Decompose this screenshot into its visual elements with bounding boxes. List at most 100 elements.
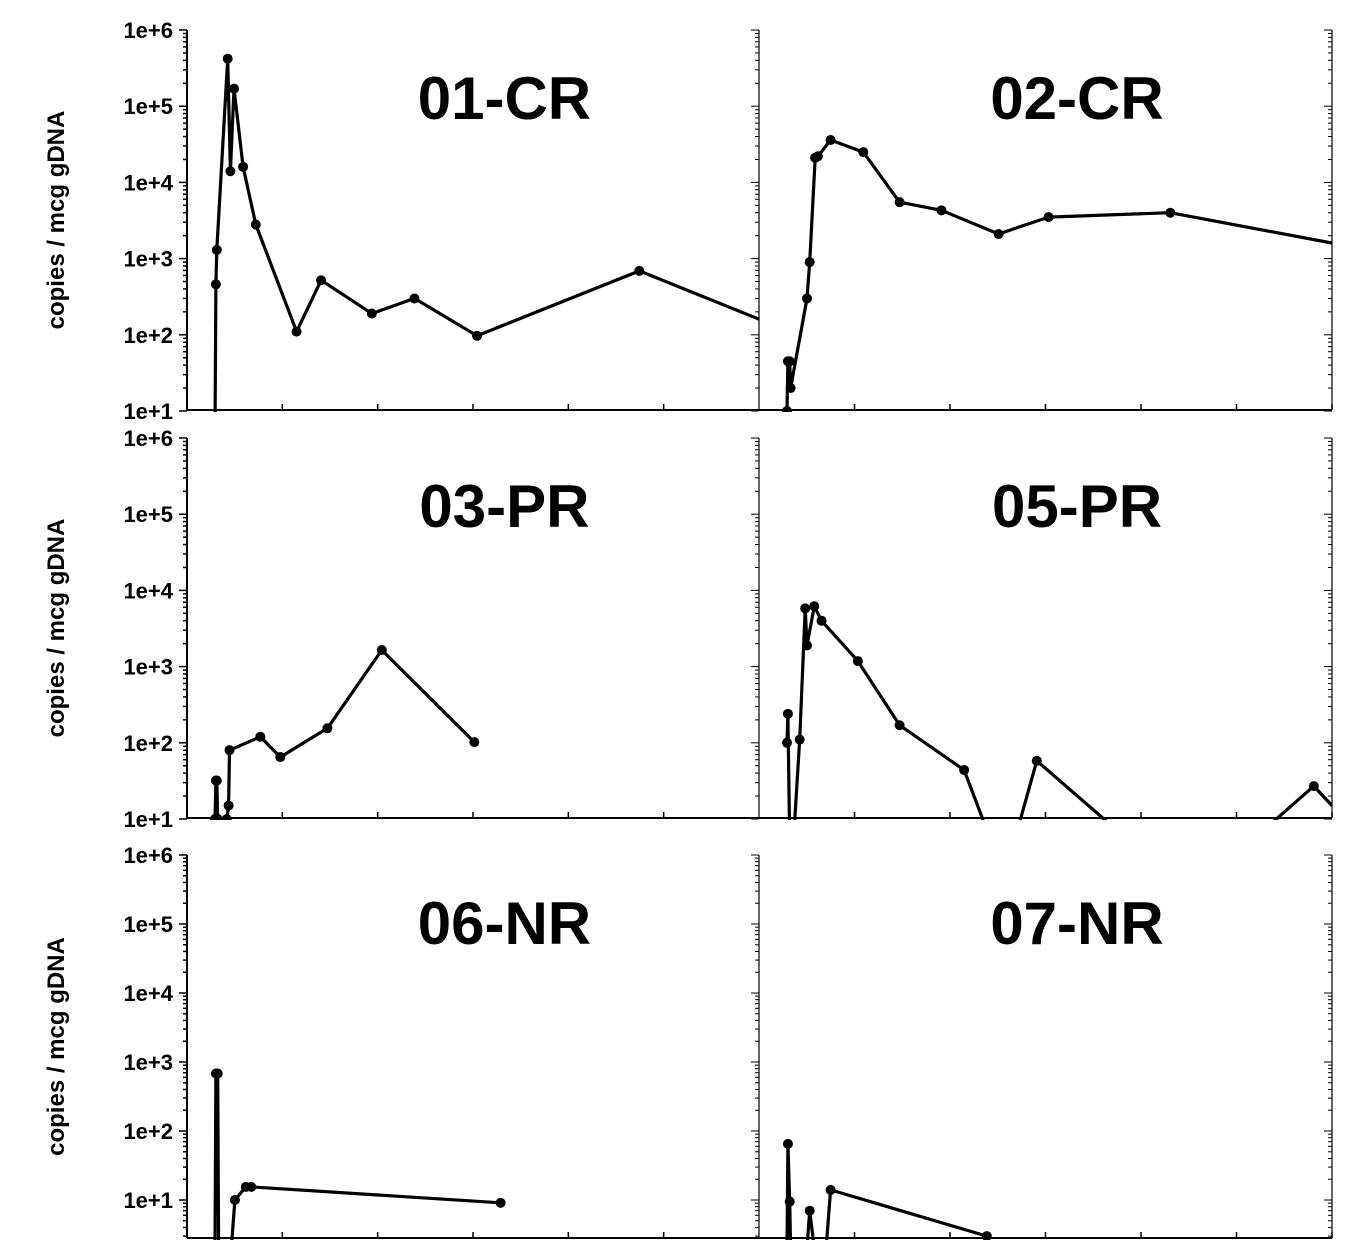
data-point (212, 1068, 223, 1079)
data-point (804, 1205, 815, 1216)
y-tick-label: 1e+1 (123, 1188, 173, 1213)
data-point (469, 737, 480, 748)
panel-03-pr: 1e+1 1e+2 1e+3 1e+4 1e+5 1e+6 copies / mcg gDN… (43, 426, 760, 832)
data-point (794, 734, 805, 745)
data-point (225, 166, 236, 177)
data-point (825, 135, 836, 146)
data-point (785, 383, 796, 394)
y-tick-label: 1e+6 (123, 426, 173, 451)
data-point (784, 1196, 795, 1207)
data-point (825, 1184, 836, 1195)
y-tick-label: 1e+6 (123, 843, 173, 868)
data-point (1308, 781, 1319, 792)
series-line (213, 1071, 501, 1240)
y-tick-label: 1e+2 (123, 1119, 173, 1144)
data-point (858, 147, 869, 158)
series-07-nr (782, 1138, 992, 1240)
data-point (316, 275, 327, 286)
data-point (784, 356, 795, 367)
data-point (472, 330, 483, 341)
y-axis-label: copies / mcg gDNA (43, 937, 70, 1156)
data-point (211, 775, 222, 786)
data-point (852, 656, 863, 667)
data-point (366, 308, 377, 319)
y-tick-label: 1e+4 (123, 981, 173, 1006)
data-point (894, 197, 905, 208)
data-point (223, 800, 234, 811)
data-point (238, 161, 249, 172)
data-point (409, 293, 420, 304)
data-point (224, 745, 235, 756)
y-tick-label: 1e+4 (123, 170, 173, 195)
series-05-pr (782, 601, 1332, 820)
y-axis-label: copies / mcg gDNA (43, 111, 70, 330)
panel-01-cr: 1e+1 1e+2 1e+3 1e+4 1e+5 1e+6 copies / mcg gDN… (43, 18, 760, 424)
data-point (229, 83, 240, 94)
y-tick-label: 1e+5 (123, 502, 173, 527)
series-01-cr (210, 53, 759, 412)
series-02-cr (782, 135, 1332, 412)
data-point (495, 1197, 506, 1208)
y-tick-label: 1e+5 (123, 94, 173, 119)
series-line (785, 604, 1332, 820)
data-point (812, 151, 823, 162)
data-point (801, 293, 812, 304)
series-line (213, 648, 476, 820)
data-point (894, 720, 905, 731)
panel-02-cr: 02-CR (759, 29, 1333, 412)
data-point (634, 265, 645, 276)
panel-06-nr: 1e+1 1e+2 1e+3 1e+4 1e+5 1e+6 copies / mcg gDN… (43, 843, 760, 1240)
data-point (782, 737, 792, 748)
data-point (816, 615, 827, 626)
data-point (250, 219, 261, 230)
data-point (800, 603, 811, 614)
y-tick-label: 1e+2 (123, 731, 173, 756)
panel-07-nr: 07-NR (759, 854, 1333, 1240)
data-point (1043, 212, 1054, 223)
data-point (376, 645, 387, 656)
series-line (785, 1142, 988, 1240)
data-point (782, 406, 792, 412)
data-point (1031, 755, 1042, 766)
panel-title: 02-CR (990, 65, 1163, 132)
series-03-pr (210, 645, 480, 820)
y-tick-label: 1e+2 (123, 323, 173, 348)
data-point (229, 1195, 240, 1205)
data-point (322, 723, 333, 734)
data-point (981, 1231, 992, 1240)
panel-title: 06-NR (418, 890, 591, 957)
data-point (275, 752, 286, 763)
y-tick-label: 1e+1 (123, 399, 173, 424)
panel-05-pr: 05-PR (759, 437, 1333, 820)
y-tick-label: 1e+3 (123, 655, 173, 680)
panel-title: 01-CR (418, 65, 591, 132)
data-point (246, 1181, 257, 1192)
y-tick-label: 1e+4 (123, 578, 173, 603)
data-point (804, 257, 815, 268)
panel-title: 05-PR (992, 473, 1162, 540)
data-point (936, 205, 947, 216)
panel-title: 07-NR (990, 890, 1163, 957)
series-06-nr (210, 1068, 506, 1240)
data-point (782, 1138, 793, 1149)
data-point (211, 244, 222, 255)
y-tick-label: 1e+5 (123, 912, 173, 937)
y-tick-label: 1e+3 (123, 1050, 173, 1075)
data-point (1165, 207, 1176, 218)
data-point (993, 229, 1004, 240)
y-tick-label: 1e+3 (123, 247, 173, 272)
y-axis-label: copies / mcg gDNA (43, 519, 70, 738)
series-line (785, 138, 1332, 412)
data-point (255, 731, 266, 742)
data-point (801, 640, 812, 651)
data-point (809, 601, 820, 612)
data-point (210, 279, 221, 290)
y-tick-label: 1e+6 (123, 18, 173, 43)
data-point (291, 326, 302, 337)
data-point (782, 708, 793, 719)
data-point (959, 764, 970, 775)
data-point (222, 53, 233, 64)
panel-title: 03-PR (419, 473, 589, 540)
data-point (221, 814, 232, 820)
